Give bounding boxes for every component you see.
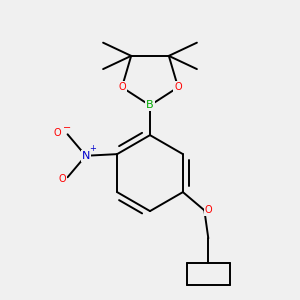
Text: N: N: [82, 151, 90, 161]
Text: +: +: [90, 144, 96, 153]
Text: O: O: [174, 82, 182, 92]
Text: O: O: [118, 82, 126, 92]
Text: O: O: [205, 205, 212, 215]
Text: −: −: [62, 123, 70, 134]
Text: O: O: [59, 174, 66, 184]
Text: O: O: [54, 128, 62, 138]
Text: B: B: [146, 100, 154, 110]
